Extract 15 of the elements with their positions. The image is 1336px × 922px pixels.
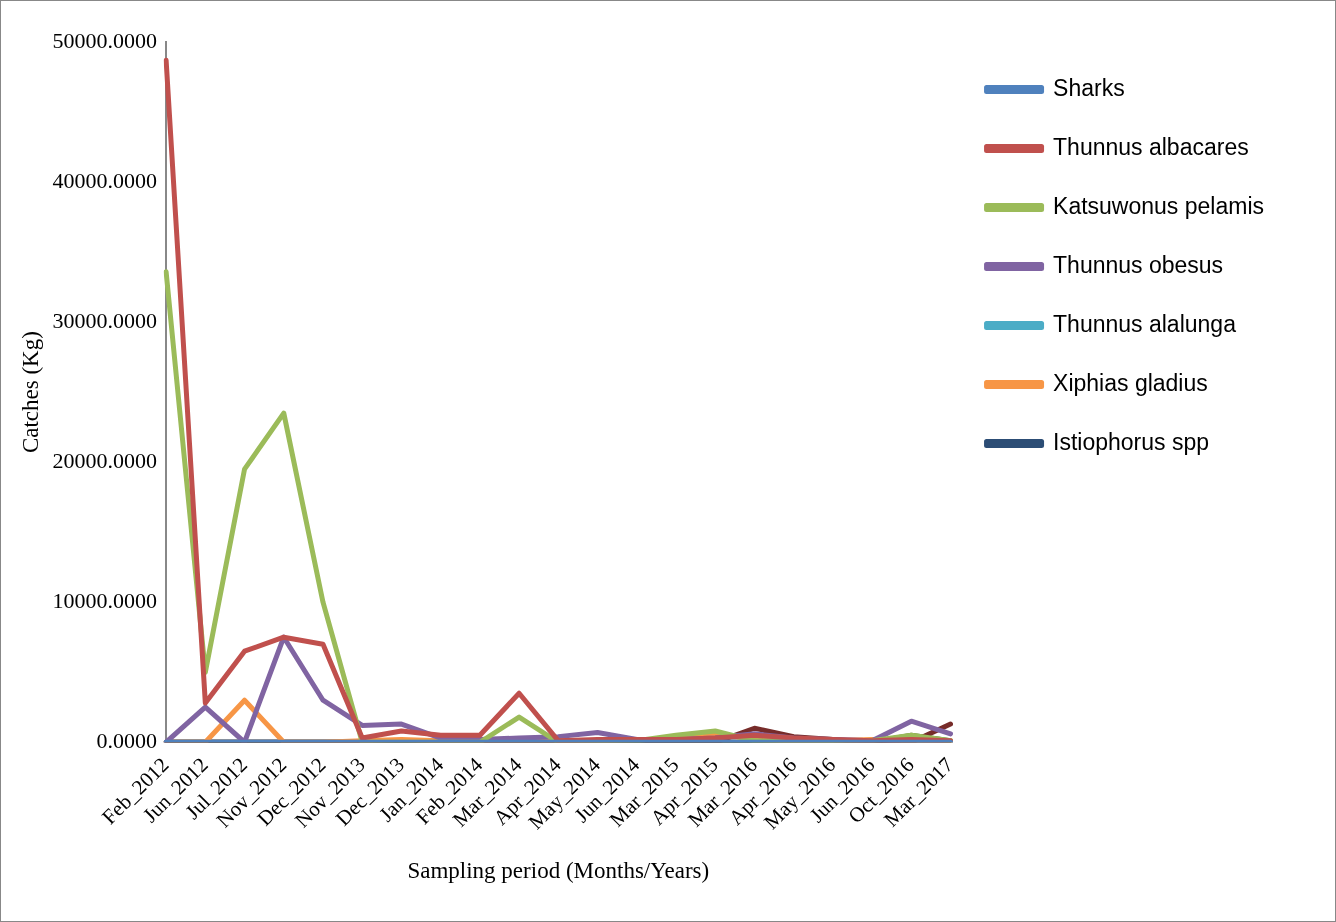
y-tick-label: 20000.0000 [52, 447, 158, 473]
legend-label: Thunnus obesus [1053, 251, 1224, 278]
legend-label: Thunnus albacares [1053, 133, 1249, 160]
x-axis-title: Sampling period (Months/Years) [407, 858, 710, 884]
y-tick-label: 50000.0000 [52, 27, 158, 53]
y-axis-title: Catches (Kg) [17, 331, 43, 454]
legend-label: Istiophorus spp [1053, 428, 1210, 455]
y-tick-label: 40000.0000 [52, 167, 158, 193]
y-tick-label: 0.0000 [96, 728, 158, 754]
y-tick-label: 10000.0000 [52, 587, 158, 613]
legend-label: Xiphias gladius [1053, 369, 1208, 396]
legend-label: Katsuwonus pelamis [1053, 192, 1265, 219]
legend-label: Thunnus alalunga [1053, 310, 1237, 337]
legend-label: Sharks [1053, 74, 1125, 101]
y-tick-label: 30000.0000 [52, 307, 158, 333]
